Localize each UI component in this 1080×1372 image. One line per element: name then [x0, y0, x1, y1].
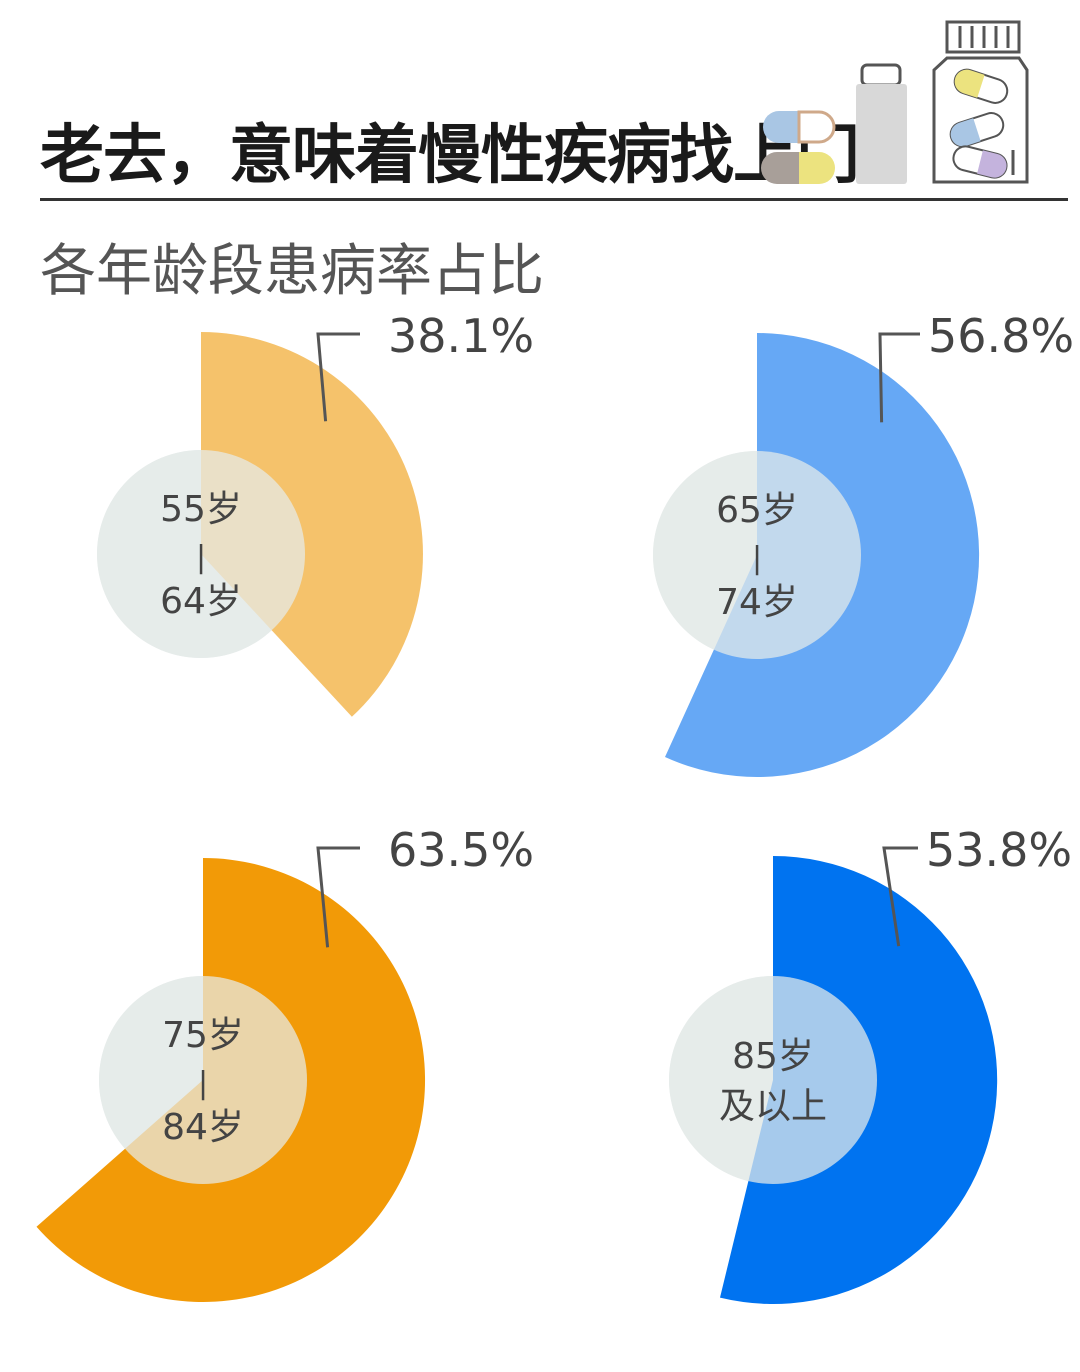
capsule-icon — [763, 110, 836, 144]
category-label-4-line-2: 及以上 — [719, 1086, 827, 1127]
category-label-1-line-3: 64岁 — [160, 581, 242, 622]
data-label-3: 63.5% — [388, 823, 534, 877]
category-label-2-line-1: 65岁 — [716, 490, 798, 531]
category-label-4-line-1: 85岁 — [732, 1036, 814, 1077]
leader-line-1 — [316, 332, 360, 422]
inner-overlay-3 — [99, 976, 307, 1184]
category-label-2-line-2: | — [752, 541, 762, 576]
inner-overlay-2 — [653, 451, 861, 659]
category-label-3-line-2: | — [198, 1066, 208, 1101]
category-label-1-line-2: | — [196, 540, 206, 575]
title-divider — [40, 198, 1068, 201]
page-title: 老去，意味着慢性疾病找上门 — [40, 119, 860, 193]
category-label-3-line-3: 84岁 — [162, 1107, 244, 1148]
category-label-3-line-1: 75岁 — [162, 1015, 244, 1056]
chart-subtitle: 各年龄段患病率占比 — [40, 239, 544, 304]
data-label-4: 53.8% — [926, 823, 1072, 877]
inner-overlay-4 — [669, 976, 877, 1184]
pill-bottle-icon — [856, 63, 907, 184]
leader-line-3 — [316, 846, 360, 948]
medicine-illustration — [761, 20, 1029, 184]
category-label-2-line-3: 74岁 — [716, 582, 798, 623]
category-label-1-line-1: 55岁 — [160, 489, 242, 530]
pie-slice-1 — [201, 332, 423, 717]
inner-overlay-1 — [97, 450, 305, 658]
data-label-1: 38.1% — [388, 309, 534, 363]
leader-line-2 — [878, 332, 920, 423]
capsule-icon — [761, 152, 835, 184]
leader-line-4 — [882, 846, 918, 947]
medicine-jar-icon — [932, 20, 1029, 184]
data-label-2: 56.8% — [928, 309, 1074, 363]
